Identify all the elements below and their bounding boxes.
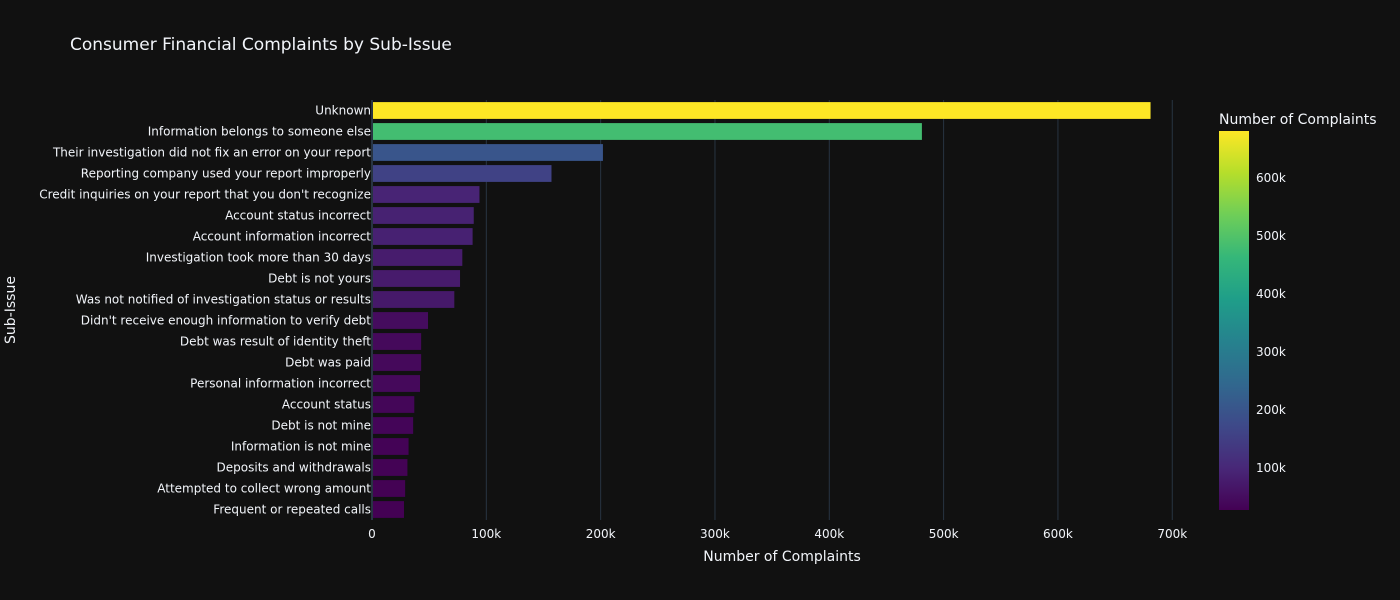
x-tick-label: 700k bbox=[1157, 527, 1187, 541]
x-tick-labels: 0 100k 200k 300k 400k 500k 600k 700k bbox=[368, 527, 1187, 541]
colorbar-tick-labels: 100k 200k 300k 400k 500k 600k bbox=[1256, 171, 1286, 475]
y-tick-label: Their investigation did not fix an error… bbox=[52, 146, 371, 160]
x-tick-label: 500k bbox=[929, 527, 959, 541]
colorbar-tick-label: 100k bbox=[1256, 461, 1286, 475]
y-tick-label: Attempted to collect wrong amount bbox=[157, 482, 371, 496]
x-axis-title: Number of Complaints bbox=[703, 549, 861, 565]
y-tick-label: Information belongs to someone else bbox=[148, 125, 371, 139]
y-tick-label: Didn't receive enough information to ver… bbox=[81, 314, 371, 328]
y-tick-labels: Unknown Information belongs to someone el… bbox=[39, 104, 371, 517]
bar[interactable] bbox=[372, 501, 405, 518]
y-tick-label: Debt is not mine bbox=[271, 419, 371, 433]
bar[interactable] bbox=[372, 228, 473, 245]
y-tick-label: Unknown bbox=[315, 104, 371, 118]
colorbar-tick-label: 400k bbox=[1256, 287, 1286, 301]
y-tick-label: Account status bbox=[282, 398, 371, 412]
colorbar-tick-label: 200k bbox=[1256, 403, 1286, 417]
x-tick-label: 100k bbox=[471, 527, 501, 541]
y-tick-label: Debt was paid bbox=[285, 356, 371, 370]
bar[interactable] bbox=[372, 417, 414, 434]
bar[interactable] bbox=[372, 144, 603, 161]
y-tick-label: Information is not mine bbox=[231, 440, 371, 454]
bar[interactable] bbox=[372, 291, 455, 308]
colorbar-tick-label: 300k bbox=[1256, 345, 1286, 359]
y-tick-label: Account status incorrect bbox=[225, 209, 371, 223]
bar[interactable] bbox=[372, 333, 422, 350]
colorbar bbox=[1219, 131, 1249, 510]
y-tick-label: Credit inquiries on your report that you… bbox=[39, 188, 371, 202]
bar[interactable] bbox=[372, 102, 1151, 119]
bars bbox=[371, 100, 1151, 520]
colorbar-title: Number of Complaints bbox=[1219, 112, 1377, 128]
y-tick-label: Debt was result of identity theft bbox=[180, 335, 371, 349]
chart-title: Consumer Financial Complaints by Sub-Iss… bbox=[70, 35, 452, 55]
gridlines bbox=[485, 100, 1173, 520]
x-tick-label: 400k bbox=[814, 527, 844, 541]
x-tick-label: 300k bbox=[700, 527, 730, 541]
bar[interactable] bbox=[372, 396, 415, 413]
x-tick-label: 600k bbox=[1043, 527, 1073, 541]
bar[interactable] bbox=[372, 165, 552, 182]
bar[interactable] bbox=[372, 123, 922, 140]
bar[interactable] bbox=[372, 270, 461, 287]
bar[interactable] bbox=[372, 459, 408, 476]
colorbar-tick-label: 600k bbox=[1256, 171, 1286, 185]
y-tick-label: Deposits and withdrawals bbox=[217, 461, 371, 475]
y-tick-label: Debt is not yours bbox=[268, 272, 371, 286]
bar[interactable] bbox=[372, 438, 409, 455]
bar[interactable] bbox=[372, 480, 406, 497]
y-tick-label: Reporting company used your report impro… bbox=[81, 167, 371, 181]
y-tick-label: Frequent or repeated calls bbox=[213, 503, 371, 517]
y-tick-label: Investigation took more than 30 days bbox=[146, 251, 371, 265]
bar[interactable] bbox=[372, 249, 463, 266]
bar[interactable] bbox=[372, 207, 474, 224]
y-tick-label: Was not notified of investigation status… bbox=[76, 293, 371, 307]
bar[interactable] bbox=[372, 354, 422, 371]
y-axis-title: Sub-Issue bbox=[3, 276, 19, 344]
y-tick-label: Personal information incorrect bbox=[190, 377, 371, 391]
x-tick-label: 0 bbox=[368, 527, 376, 541]
bar[interactable] bbox=[372, 375, 421, 392]
bar[interactable] bbox=[372, 312, 429, 329]
bar[interactable] bbox=[372, 186, 480, 203]
y-tick-label: Account information incorrect bbox=[193, 230, 372, 244]
colorbar-tick-label: 500k bbox=[1256, 229, 1286, 243]
x-tick-label: 200k bbox=[586, 527, 616, 541]
